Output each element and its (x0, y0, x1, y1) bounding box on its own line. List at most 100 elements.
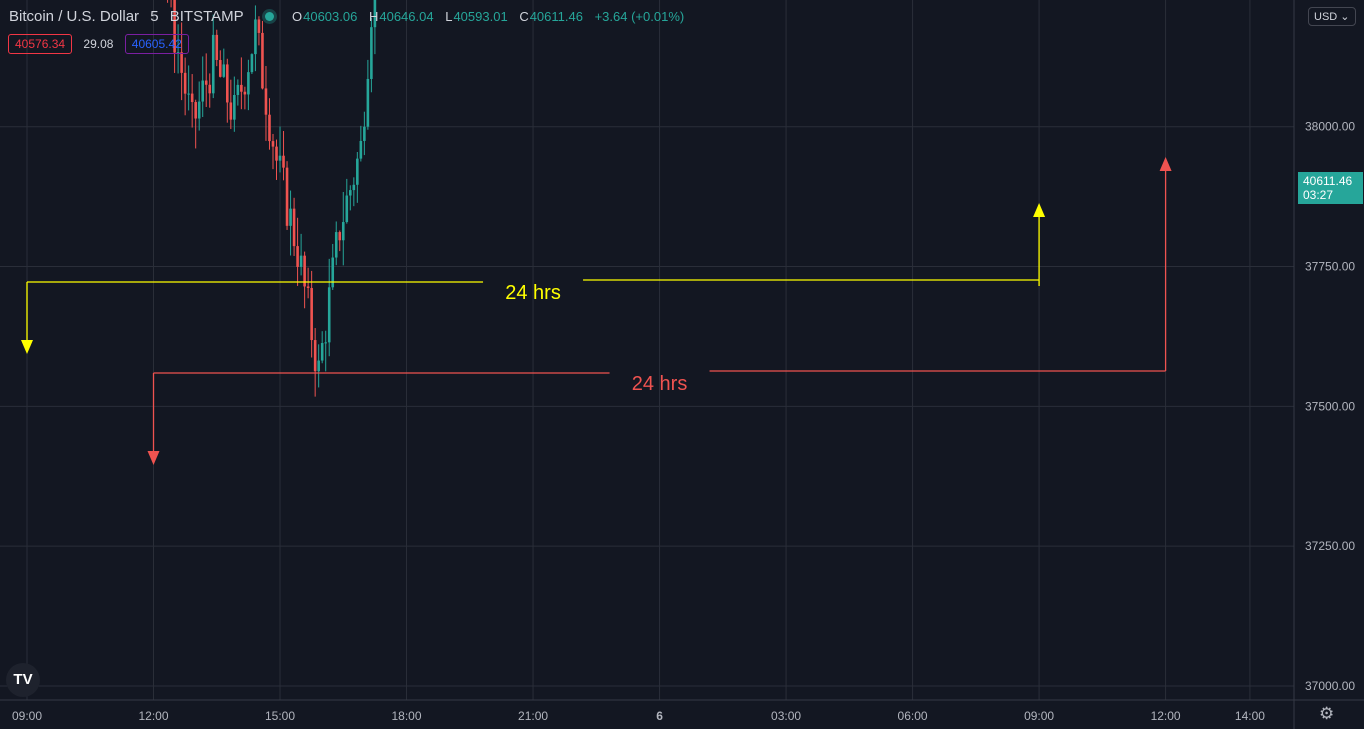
candle-body (183, 72, 187, 94)
chevron-down-icon: ⌄ (1337, 11, 1350, 23)
candle-body (289, 208, 292, 226)
exchange: BITSTAMP (169, 8, 244, 25)
candle-body (352, 184, 356, 191)
candle-body (240, 84, 243, 92)
candle-body (190, 93, 194, 103)
arrow-down-icon (21, 340, 33, 354)
x-tick-label: 18:00 (392, 709, 422, 723)
symbol-name[interactable]: Bitcoin / U.S. Dollar (9, 8, 140, 25)
open-value: 40603.06 (303, 9, 358, 24)
candle-body (218, 60, 222, 77)
trade-pills: 40576.34 29.08 40605.42 (8, 34, 193, 54)
x-tick-label: 06:00 (898, 709, 928, 723)
x-tick-label: 12:00 (138, 709, 168, 723)
tradingview-logo[interactable]: TV (6, 663, 40, 697)
candle-body (282, 155, 285, 168)
candle-body (268, 114, 271, 142)
candle-body (226, 64, 229, 103)
candle-body (201, 80, 205, 102)
candle-body (331, 257, 335, 288)
candle-body (222, 64, 226, 77)
candle-body (233, 94, 236, 120)
annotation-red: 24 hrs (147, 157, 1172, 465)
candle-body (236, 84, 240, 95)
candle-body (306, 286, 310, 289)
gear-icon[interactable]: ⚙ (1319, 704, 1335, 723)
candle-body (313, 340, 317, 372)
x-tick-label: 21:00 (518, 709, 548, 723)
y-tick-label: 37000.00 (1305, 679, 1355, 693)
candle-body (303, 255, 306, 287)
candle-body (243, 91, 247, 95)
candle-body (208, 84, 212, 94)
candle-body (349, 190, 352, 196)
candle-body (359, 140, 363, 159)
candle-body (254, 19, 257, 55)
candle-body (366, 78, 370, 127)
arrow-up-icon (1159, 157, 1172, 171)
candle-body (292, 208, 296, 247)
candle-body (211, 34, 215, 94)
close-value: 40611.46 (529, 9, 583, 24)
candle-body (180, 52, 183, 73)
grid (0, 0, 1294, 700)
candle-body (176, 52, 180, 54)
candle-body (275, 146, 278, 161)
annotation-yellow: 24 hrs (21, 203, 1046, 354)
market-status-icon (264, 12, 274, 21)
candle-body (310, 288, 313, 341)
candle-body (271, 141, 275, 147)
candle-body (296, 246, 299, 267)
candle-body (285, 167, 289, 226)
x-tick-label: 15:00 (265, 709, 295, 723)
low-value: 40593.01 (453, 9, 508, 24)
candle-body (204, 80, 208, 85)
annotations: 24 hrs 24 hrs (21, 157, 1172, 465)
y-tick-label: 37750.00 (1305, 260, 1355, 274)
x-tick-label: 09:00 (12, 709, 42, 723)
candle-body (370, 27, 373, 79)
candle-body (341, 222, 345, 241)
candle-body (187, 93, 190, 95)
x-tick-label: 12:00 (1151, 709, 1181, 723)
candle-body (317, 360, 320, 372)
candle-body (261, 32, 264, 89)
candle-body (334, 232, 338, 258)
candle-body (363, 126, 366, 141)
candles (167, 0, 377, 397)
annotation-label: 24 hrs (505, 282, 561, 304)
y-tick-label: 38000.00 (1305, 120, 1355, 134)
x-tick-label: 14:00 (1235, 709, 1265, 723)
candle-body (250, 54, 254, 73)
spread-value: 29.08 (83, 37, 114, 51)
change-value: +3.64 (+0.01%) (594, 9, 685, 24)
candle-body (345, 195, 349, 223)
candle-body (373, 0, 377, 28)
sell-button[interactable]: 40576.34 (8, 34, 73, 54)
arrow-down-icon (147, 451, 160, 465)
x-tick-label: 6 (656, 709, 663, 723)
last-price-value: 40611.46 (1303, 174, 1353, 188)
candle-body (215, 34, 219, 61)
currency-button[interactable]: USD ⌄ (1308, 7, 1356, 26)
candle-body (338, 232, 342, 241)
buy-button[interactable]: 40605.42 (124, 34, 189, 54)
arrow-up-icon (1033, 203, 1046, 217)
last-price-tag: 40611.46 03:27 (1298, 172, 1363, 204)
candle-body (247, 72, 250, 95)
candle-body (194, 102, 197, 119)
candle-body (327, 287, 331, 343)
x-tick-label: 09:00 (1024, 709, 1054, 723)
y-tick-label: 37250.00 (1305, 539, 1355, 553)
y-tick-label: 37500.00 (1305, 399, 1355, 413)
currency-label: USD (1314, 11, 1338, 23)
interval[interactable]: 5 (150, 8, 159, 25)
ohlc-values: O40603.06 H40646.04 L40593.01 C40611.46 … (291, 9, 685, 24)
candle-body (257, 19, 261, 33)
candle-body (320, 343, 324, 361)
candle-body (197, 101, 201, 119)
candle-body (324, 342, 328, 344)
x-tick-label: 03:00 (771, 709, 801, 723)
